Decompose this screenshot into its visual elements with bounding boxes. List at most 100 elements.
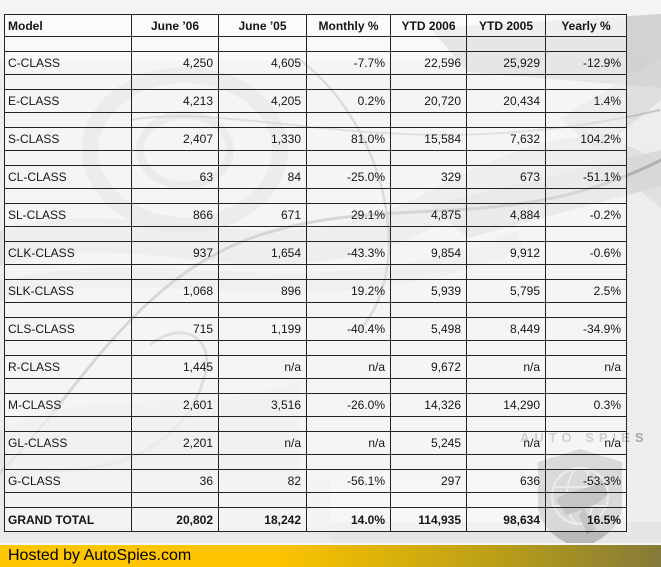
value-cell: 1,654 <box>218 241 307 265</box>
value-cell: n/a <box>218 355 307 379</box>
value-cell: 14,290 <box>466 393 546 417</box>
value-cell: 715 <box>131 317 219 341</box>
value-cell: 0.3% <box>545 393 627 417</box>
table-row: SL-CLASS 866 671 29.1% 4,875 4,884 -0.2% <box>4 203 627 227</box>
table-row: CLS-CLASS 715 1,199 -40.4% 5,498 8,449 -… <box>4 317 627 341</box>
model-cell: G-CLASS <box>4 469 132 493</box>
table-row: C-CLASS 4,250 4,605 -7.7% 22,596 25,929 … <box>4 51 627 75</box>
grand-total-cell: 14.0% <box>306 507 391 532</box>
value-cell: 4,250 <box>131 51 219 75</box>
table-row: G-CLASS 36 82 -56.1% 297 636 -53.3% <box>4 469 627 493</box>
value-cell: 5,498 <box>390 317 467 341</box>
value-cell: -56.1% <box>306 469 391 493</box>
value-cell: 25,929 <box>466 51 546 75</box>
value-cell: -0.6% <box>545 241 627 265</box>
column-header-ytd2005: YTD 2005 <box>466 14 546 37</box>
value-cell: 19.2% <box>306 279 391 303</box>
value-cell: -7.7% <box>306 51 391 75</box>
value-cell: 1,068 <box>131 279 219 303</box>
value-cell: -40.4% <box>306 317 391 341</box>
value-cell: n/a <box>306 431 391 455</box>
table-row: M-CLASS 2,601 3,516 -26.0% 14,326 14,290… <box>4 393 627 417</box>
grand-total-cell: 98,634 <box>466 507 546 532</box>
spacer-row <box>4 74 627 90</box>
grand-total-label: GRAND TOTAL <box>4 507 132 532</box>
value-cell: -0.2% <box>545 203 627 227</box>
value-cell: 937 <box>131 241 219 265</box>
footer-bar: Hosted by AutoSpies.com <box>0 543 661 567</box>
grand-total-row: GRAND TOTAL 20,802 18,242 14.0% 114,935 … <box>4 507 627 532</box>
value-cell: 82 <box>218 469 307 493</box>
spacer-row <box>4 36 627 52</box>
value-cell: 81.0% <box>306 127 391 151</box>
value-cell: 104.2% <box>545 127 627 151</box>
spacer-row <box>4 150 627 166</box>
value-cell: 20,720 <box>390 89 467 113</box>
column-header-monthly-pct: Monthly % <box>306 14 391 37</box>
value-cell: 15,584 <box>390 127 467 151</box>
table-row: GL-CLASS 2,201 n/a n/a 5,245 n/a n/a <box>4 431 627 455</box>
value-cell: 671 <box>218 203 307 227</box>
value-cell: 20,434 <box>466 89 546 113</box>
model-cell: CL-CLASS <box>4 165 132 189</box>
value-cell: 5,795 <box>466 279 546 303</box>
spacer-row <box>4 302 627 318</box>
value-cell: -51.1% <box>545 165 627 189</box>
model-cell: C-CLASS <box>4 51 132 75</box>
value-cell: n/a <box>306 355 391 379</box>
value-cell: 1,199 <box>218 317 307 341</box>
grand-total-cell: 16.5% <box>545 507 627 532</box>
value-cell: 1.4% <box>545 89 627 113</box>
column-header-model: Model <box>4 14 132 37</box>
value-cell: -53.3% <box>545 469 627 493</box>
value-cell: 673 <box>466 165 546 189</box>
value-cell: 3,516 <box>218 393 307 417</box>
value-cell: 9,912 <box>466 241 546 265</box>
spacer-row <box>4 454 627 470</box>
spacer-row <box>4 416 627 432</box>
value-cell: 5,939 <box>390 279 467 303</box>
table-row: CLK-CLASS 937 1,654 -43.3% 9,854 9,912 -… <box>4 241 627 265</box>
value-cell: 297 <box>390 469 467 493</box>
spacer-row <box>4 492 627 508</box>
value-cell: -43.3% <box>306 241 391 265</box>
value-cell: 7,632 <box>466 127 546 151</box>
model-cell: CLK-CLASS <box>4 241 132 265</box>
model-cell: SL-CLASS <box>4 203 132 227</box>
value-cell: 866 <box>131 203 219 227</box>
table-row: S-CLASS 2,407 1,330 81.0% 15,584 7,632 1… <box>4 127 627 151</box>
spacer-row <box>4 226 627 242</box>
model-cell: SLK-CLASS <box>4 279 132 303</box>
value-cell: n/a <box>545 355 627 379</box>
model-cell: R-CLASS <box>4 355 132 379</box>
model-cell: CLS-CLASS <box>4 317 132 341</box>
value-cell: 4,213 <box>131 89 219 113</box>
value-cell: 2,601 <box>131 393 219 417</box>
value-cell: 2,407 <box>131 127 219 151</box>
grand-total-cell: 114,935 <box>390 507 467 532</box>
spacer-row <box>4 112 627 128</box>
value-cell: 0.2% <box>306 89 391 113</box>
value-cell: -26.0% <box>306 393 391 417</box>
value-cell: 2,201 <box>131 431 219 455</box>
value-cell: -25.0% <box>306 165 391 189</box>
value-cell: 14,326 <box>390 393 467 417</box>
value-cell: n/a <box>466 355 546 379</box>
value-cell: 8,449 <box>466 317 546 341</box>
value-cell: 1,330 <box>218 127 307 151</box>
value-cell: 84 <box>218 165 307 189</box>
grand-total-cell: 20,802 <box>131 507 219 532</box>
value-cell: 5,245 <box>390 431 467 455</box>
spacer-row <box>4 264 627 280</box>
value-cell: 4,875 <box>390 203 467 227</box>
value-cell: 9,854 <box>390 241 467 265</box>
value-cell: n/a <box>218 431 307 455</box>
value-cell: 36 <box>131 469 219 493</box>
hosted-by-text: Hosted by AutoSpies.com <box>8 547 192 564</box>
grand-total-cell: 18,242 <box>218 507 307 532</box>
spacer-row <box>4 340 627 356</box>
value-cell: 1,445 <box>131 355 219 379</box>
table-row: CL-CLASS 63 84 -25.0% 329 673 -51.1% <box>4 165 627 189</box>
value-cell: 63 <box>131 165 219 189</box>
value-cell: 4,605 <box>218 51 307 75</box>
